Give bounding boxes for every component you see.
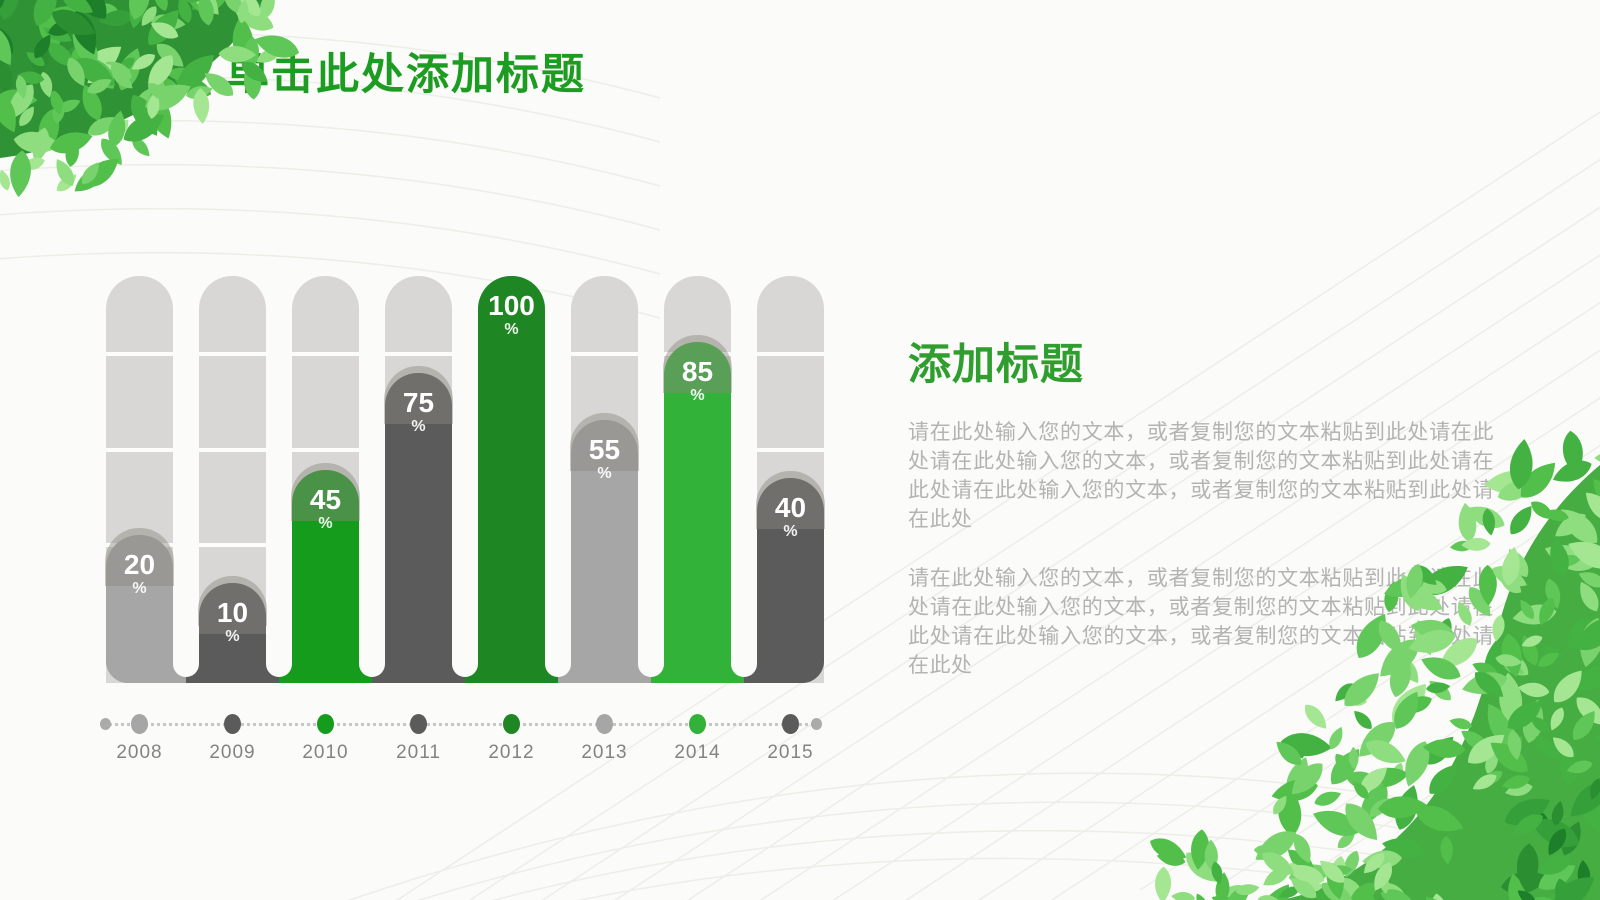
- timeline-dot-2009: [224, 714, 241, 734]
- timeline-dot-2008: [131, 714, 148, 734]
- timeline-dot-2014: [689, 714, 706, 734]
- bar-value-label-2010: 45%: [292, 470, 359, 533]
- section-paragraph-1: 请在此处输入您的文本，或者复制您的文本粘贴到此处请在此处请在此处输入您的文本，或…: [908, 421, 1494, 531]
- bar-shadow-2013: [570, 413, 639, 471]
- slide-title: 单击此处添加标题: [226, 51, 586, 99]
- bar-value: 75: [402, 387, 435, 418]
- column-gap: [359, 626, 385, 677]
- timeline-dot-2015: [782, 714, 799, 734]
- bar-2008: 20%: [105, 528, 174, 683]
- year-label-2012: 2012: [488, 742, 535, 763]
- year-label-2011: 2011: [396, 742, 441, 763]
- bar-2013: 55%: [570, 413, 639, 683]
- gridline-75: [292, 352, 359, 356]
- bar-value-label-2014: 85%: [664, 342, 731, 405]
- year-label-2010: 2010: [302, 742, 349, 763]
- timeline-dot-2011: [410, 714, 427, 734]
- column-gap: [638, 626, 664, 677]
- bar-shadow-2008: [105, 528, 174, 586]
- bar-unit: %: [783, 523, 798, 540]
- gridline-75: [571, 352, 638, 356]
- timeline-dotted-line: [104, 723, 819, 726]
- bar-value-label-2009: 10%: [199, 583, 266, 646]
- bar-value: 85: [681, 356, 714, 387]
- bar-shadow-2009: [198, 576, 267, 634]
- bar-unit: %: [318, 515, 333, 532]
- bar-unit: %: [690, 387, 705, 404]
- year-label-2014: 2014: [674, 742, 721, 763]
- gridline-75: [385, 352, 452, 356]
- year-label-2008: 2008: [116, 742, 163, 763]
- bar-2011: 75%: [384, 366, 453, 683]
- gridline-50: [106, 448, 173, 452]
- bar-value-label-2013: 55%: [571, 420, 638, 483]
- timeline-axis: 2008 2009 2010 2011 2012 2013 2014 2015: [98, 714, 825, 784]
- bar-value: 40: [774, 492, 807, 523]
- timeline-dot-2012: [503, 714, 520, 734]
- bar-value-label-2008: 20%: [106, 535, 173, 598]
- text-section: 添加标题 请在此处输入您的文本，或者复制您的文本粘贴到此处请在此处请在此处输入您…: [908, 330, 1494, 710]
- gridline-50: [199, 448, 266, 452]
- bar-2012: 100%: [478, 276, 545, 683]
- gridline-75: [199, 352, 266, 356]
- bar-value: 45: [309, 484, 342, 515]
- bar-value: 20: [123, 549, 156, 580]
- bar-value: 10: [216, 597, 249, 628]
- bar-value: 55: [588, 434, 621, 465]
- gridline-25: [199, 543, 266, 547]
- bar-value-label-2015: 40%: [757, 478, 824, 541]
- column-gap: [452, 626, 478, 677]
- section-title: 添加标题: [908, 341, 1084, 389]
- bar-unit: %: [225, 628, 240, 645]
- timeline-end-dot-left: [100, 718, 111, 730]
- gridline-75: [106, 352, 173, 356]
- timeline-dot-2013: [596, 714, 613, 734]
- bar-shadow-2010: [291, 463, 360, 521]
- column-gap: [545, 626, 571, 677]
- bar-unit: %: [597, 465, 612, 482]
- bar-value-label-2011: 75%: [385, 373, 452, 436]
- timeline-dot-2010: [317, 714, 334, 734]
- section-paragraph-2: 请在此处输入您的文本，或者复制您的文本粘贴到此处请在此处请在此处输入您的文本，或…: [908, 567, 1494, 677]
- column-gap: [266, 626, 292, 677]
- bar-shadow-2011: [384, 366, 453, 424]
- year-label-2013: 2013: [581, 742, 628, 763]
- column-gap: [731, 626, 757, 677]
- gridline-75: [757, 352, 824, 356]
- bar-unit: %: [504, 321, 519, 338]
- bar-chart: 20% 10% 45% 75% 100% 55% 85% 40%: [105, 276, 825, 683]
- bar-value-label-2012: 100%: [478, 276, 545, 339]
- gridline-50: [292, 448, 359, 452]
- bar-value: 100: [488, 290, 535, 321]
- bar-unit: %: [132, 580, 147, 597]
- year-label-2015: 2015: [767, 742, 814, 763]
- bar-2009: 10%: [198, 576, 267, 683]
- year-label-2009: 2009: [209, 742, 256, 763]
- bar-unit: %: [411, 418, 426, 435]
- bar-2014: 85%: [663, 335, 732, 683]
- bar-2015: 40%: [756, 471, 825, 683]
- gridline-50: [757, 448, 824, 452]
- bar-2010: 45%: [291, 463, 360, 683]
- column-gap: [173, 626, 199, 677]
- bar-shadow-2015: [756, 471, 825, 529]
- bar-shadow-2014: [663, 335, 732, 393]
- timeline-end-dot-right: [811, 718, 822, 730]
